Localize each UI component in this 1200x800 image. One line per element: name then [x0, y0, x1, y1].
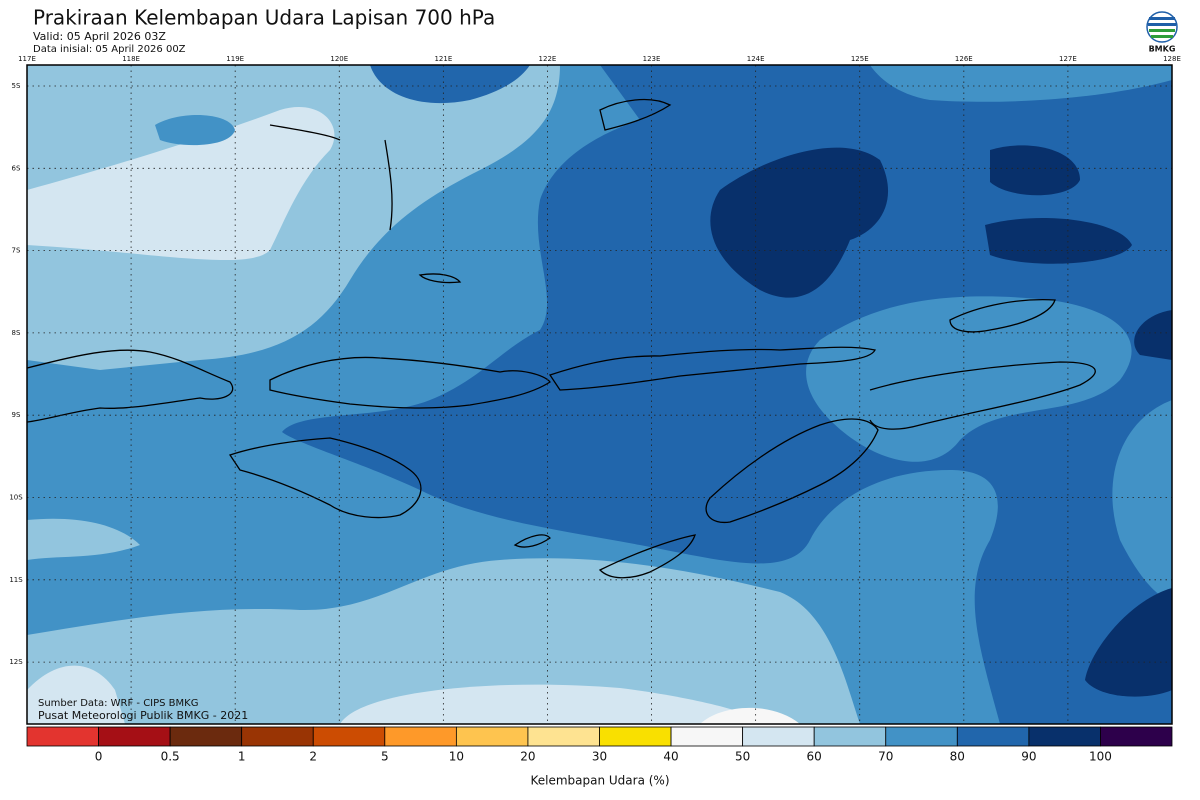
humidity-field: [27, 65, 1172, 724]
colorbar-label: 20: [520, 750, 535, 764]
coastlines: [27, 98, 1096, 579]
lat-label: 5S: [12, 82, 21, 90]
colorbar-bin: [599, 726, 672, 747]
colorbar-bin: [956, 726, 1030, 747]
colorbar-label: 100: [1089, 750, 1112, 764]
colorbar-bin: [241, 726, 314, 747]
colorbar-bin: [1100, 726, 1173, 747]
lat-label: 7S: [12, 247, 21, 255]
title: Prakiraan Kelembapan Udara Lapisan 700 h…: [33, 6, 495, 30]
colorbar-bin: [885, 726, 958, 747]
colorbar-bin: [98, 726, 171, 747]
lon-label: 126E: [955, 55, 973, 63]
colorbar-bin: [813, 726, 887, 747]
colorbar-bin: [527, 726, 600, 747]
colorbar-label: 80: [950, 750, 965, 764]
logo: BMKG: [1146, 11, 1178, 54]
map-frame: [26, 64, 1173, 725]
lon-label: 121E: [434, 55, 452, 63]
colorbar-bin: [1028, 726, 1101, 747]
lon-label: 119E: [226, 55, 244, 63]
lon-label: 120E: [330, 55, 348, 63]
colorbar-label: 10: [449, 750, 464, 764]
colorbar-label: 60: [807, 750, 822, 764]
source-note: Sumber Data: WRF - CIPS BMKG: [38, 698, 198, 709]
colorbar-label: 5: [381, 750, 389, 764]
lat-label: 8S: [12, 329, 21, 337]
lat-label: 6S: [12, 164, 21, 172]
colorbar-bin: [742, 726, 815, 747]
colorbar-label: 0: [95, 750, 103, 764]
colorbar-bin: [455, 726, 529, 747]
lon-label: 124E: [747, 55, 765, 63]
colorbar-label: 2: [309, 750, 317, 764]
colorbar-label: 70: [878, 750, 893, 764]
lon-label: 125E: [851, 55, 869, 63]
lon-label: 123E: [643, 55, 661, 63]
logo-text: BMKG: [1149, 45, 1176, 54]
lon-label: 122E: [539, 55, 557, 63]
lat-label: 11S: [9, 576, 23, 584]
lat-label: 10S: [9, 494, 23, 502]
graticule: 117E 118E 119E 120E 121E 122E 123E 124E 125E 126E…: [9, 55, 1181, 724]
colorbar-label: 50: [735, 750, 750, 764]
colorbar-label: 30: [592, 750, 607, 764]
colorbar-label: 90: [1021, 750, 1036, 764]
colorbar-bin: [312, 726, 386, 747]
colorbar-label: 1: [238, 750, 246, 764]
valid-time: Valid: 05 April 2026 03Z: [33, 30, 166, 43]
colorbar-label: 40: [663, 750, 678, 764]
credit-note: Pusat Meteorologi Publik BMKG - 2021: [38, 709, 248, 722]
colorbar-bin: [26, 726, 99, 747]
lon-label: 128E: [1163, 55, 1181, 63]
colorbar-title: Kelembapan Udara (%): [530, 774, 669, 788]
colorbar-label: 0.5: [161, 750, 180, 764]
lon-label: 117E: [18, 55, 36, 63]
colorbar-bin: [384, 726, 457, 747]
colorbar-bin: [169, 726, 243, 747]
lon-label: 118E: [122, 55, 140, 63]
lon-label: 127E: [1059, 55, 1077, 63]
initial-time: Data inisial: 05 April 2026 00Z: [33, 44, 186, 55]
lat-label: 9S: [12, 411, 21, 419]
colorbar-bin: [670, 726, 744, 747]
lat-label: 12S: [9, 658, 23, 666]
colorbar: 0 0.5 1 2 5 10 20 30 40 50 60 70 80 90 100: [26, 726, 1173, 764]
